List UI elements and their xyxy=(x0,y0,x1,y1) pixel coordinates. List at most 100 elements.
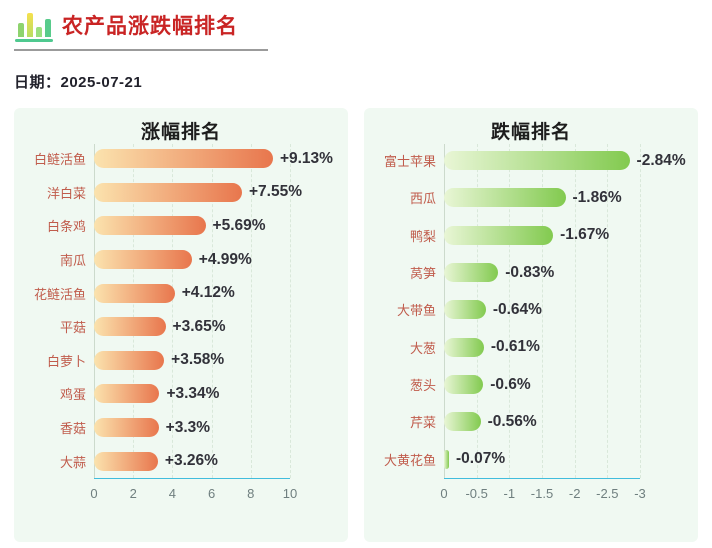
chart-row: 葱头 -0.6% xyxy=(364,375,698,395)
value-label: -0.07% xyxy=(456,450,506,468)
category-label: 芹菜 xyxy=(409,415,436,431)
rise-chart-title: 涨幅排名 xyxy=(140,122,221,143)
x-axis-tick: 0 xyxy=(440,486,448,501)
title-underline xyxy=(14,49,268,51)
value-label: -0.61% xyxy=(490,338,540,356)
gridline xyxy=(509,144,511,478)
value-label: -1.67% xyxy=(560,226,610,244)
page-title: 农产品涨跌幅排名 xyxy=(62,15,238,38)
category-label: 白鲢活鱼 xyxy=(33,152,86,168)
category-label: 白萝卜 xyxy=(46,353,86,369)
category-label: 莴笋 xyxy=(409,266,436,282)
value-label: -0.83% xyxy=(505,263,555,281)
value-label: +3.26% xyxy=(164,452,218,470)
chart-row: 大黄花鱼 -0.07% xyxy=(364,449,698,469)
value-label: -0.64% xyxy=(492,300,542,318)
chart-row: 花鲢活鱼 +4.12% xyxy=(14,283,348,303)
x-axis-tick: -1 xyxy=(503,486,516,501)
bar-chart-icon xyxy=(14,11,54,42)
date-label: 日期：2025-07-21 xyxy=(14,74,143,91)
x-axis-tick: -0.5 xyxy=(465,486,488,501)
bar xyxy=(94,350,165,370)
gridline xyxy=(133,144,135,478)
chart-row: 白鲢活鱼 +9.13% xyxy=(14,149,348,169)
chart-row: 大葱 -0.61% xyxy=(364,337,698,357)
chart-row: 白条鸡 +5.69% xyxy=(14,216,348,236)
bar xyxy=(94,149,273,169)
bar xyxy=(94,384,160,404)
category-label: 大带鱼 xyxy=(396,303,436,319)
category-label: 鸭梨 xyxy=(409,228,436,244)
category-label: 洋白菜 xyxy=(46,185,86,201)
chart-row: 大蒜 +3.26% xyxy=(14,451,348,471)
gridline xyxy=(250,144,252,478)
chart-row: 平菇 +3.65% xyxy=(14,317,348,337)
chart-row: 洋白菜 +7.55% xyxy=(14,182,348,202)
chart-row: 南瓜 +4.99% xyxy=(14,250,348,270)
category-label: 富士苹果 xyxy=(383,154,436,170)
gridline xyxy=(172,144,174,478)
value-label: -0.6% xyxy=(490,375,531,393)
bar xyxy=(94,216,206,236)
chart-row: 芹菜 -0.56% xyxy=(364,412,698,432)
category-label: 南瓜 xyxy=(59,253,86,269)
gridline xyxy=(640,144,641,478)
value-label: +4.12% xyxy=(181,284,235,302)
chart-row: 西瓜 -1.86% xyxy=(364,188,698,208)
bar xyxy=(444,375,484,395)
x-axis-tick: -1.5 xyxy=(530,486,554,501)
x-axis-tick: 4 xyxy=(168,486,177,501)
gridline xyxy=(542,144,543,478)
category-label: 大蒜 xyxy=(59,454,86,470)
chart-row: 莴笋 -0.83% xyxy=(364,263,698,283)
fall-chart: 0 -0.5 -1 -1.5 -2 -2.5 -3 富士苹果 -2.84% 西瓜 -1.86% 鸭梨 -… xyxy=(364,142,698,542)
category-label: 大黄花鱼 xyxy=(383,452,436,468)
page-header: 农产品涨跌幅排名 xyxy=(0,0,712,51)
bar-rows: 富士苹果 -2.84% 西瓜 -1.86% 鸭梨 -1.67% 莴笋 -0.83% 大带鱼 -0.… xyxy=(364,142,698,478)
gridline xyxy=(607,144,609,478)
value-label: +4.99% xyxy=(198,250,252,268)
bar xyxy=(94,317,166,337)
bar xyxy=(444,300,486,320)
bar-rows: 白鲢活鱼 +9.13% 洋白菜 +7.55% 白条鸡 +5.69% 南瓜 +4.99% 花鲢活鱼… xyxy=(14,142,348,478)
value-label: +3.3% xyxy=(165,418,211,436)
bar xyxy=(94,250,192,270)
chart-row: 鸭梨 -1.67% xyxy=(364,225,698,245)
category-label: 平菇 xyxy=(59,320,86,336)
x-axis-tick: 10 xyxy=(282,486,298,501)
chart-row: 香菇 +3.3% xyxy=(14,418,348,438)
category-label: 葱头 xyxy=(409,378,436,394)
charts-container: 涨幅排名 0 2 4 6 8 10 白鲢活鱼 +9.13% 洋白菜 +7.55% 白条鸡 +5.69%… xyxy=(0,108,712,542)
value-label: +3.65% xyxy=(172,317,226,335)
category-label: 香菇 xyxy=(59,421,86,437)
bar xyxy=(444,263,499,283)
value-label: -2.84% xyxy=(636,151,686,169)
value-label: -0.56% xyxy=(487,412,537,430)
x-axis-tick: 0 xyxy=(90,486,98,501)
bar xyxy=(444,188,566,208)
chart-row: 白萝卜 +3.58% xyxy=(14,350,348,370)
x-axis-tick: -2 xyxy=(568,486,581,501)
x-axis-tick: -3 xyxy=(634,486,646,501)
bar xyxy=(444,225,554,245)
rise-ranking-panel: 涨幅排名 0 2 4 6 8 10 白鲢活鱼 +9.13% 洋白菜 +7.55% 白条鸡 +5.69%… xyxy=(14,108,348,542)
x-axis-tick: 2 xyxy=(129,486,137,501)
value-label: -1.86% xyxy=(572,188,622,206)
value-label: +3.58% xyxy=(171,351,225,369)
value-label: +9.13% xyxy=(279,149,333,167)
x-axis-tick: -2.5 xyxy=(596,486,619,501)
category-label: 鸡蛋 xyxy=(59,387,86,403)
category-label: 花鲢活鱼 xyxy=(33,286,86,302)
bar xyxy=(94,451,158,471)
category-label: 西瓜 xyxy=(409,191,436,207)
value-label: +7.55% xyxy=(248,183,302,201)
bar xyxy=(94,283,175,303)
bar xyxy=(94,182,242,202)
category-label: 白条鸡 xyxy=(46,219,86,235)
y-axis-line xyxy=(94,144,95,478)
gridline xyxy=(211,144,213,478)
bar xyxy=(444,412,481,432)
x-axis-line xyxy=(94,478,290,479)
fall-ranking-panel: 跌幅排名 0 -0.5 -1 -1.5 -2 -2.5 -3 富士苹果 -2.84% 西瓜 -1.8… xyxy=(364,108,698,542)
